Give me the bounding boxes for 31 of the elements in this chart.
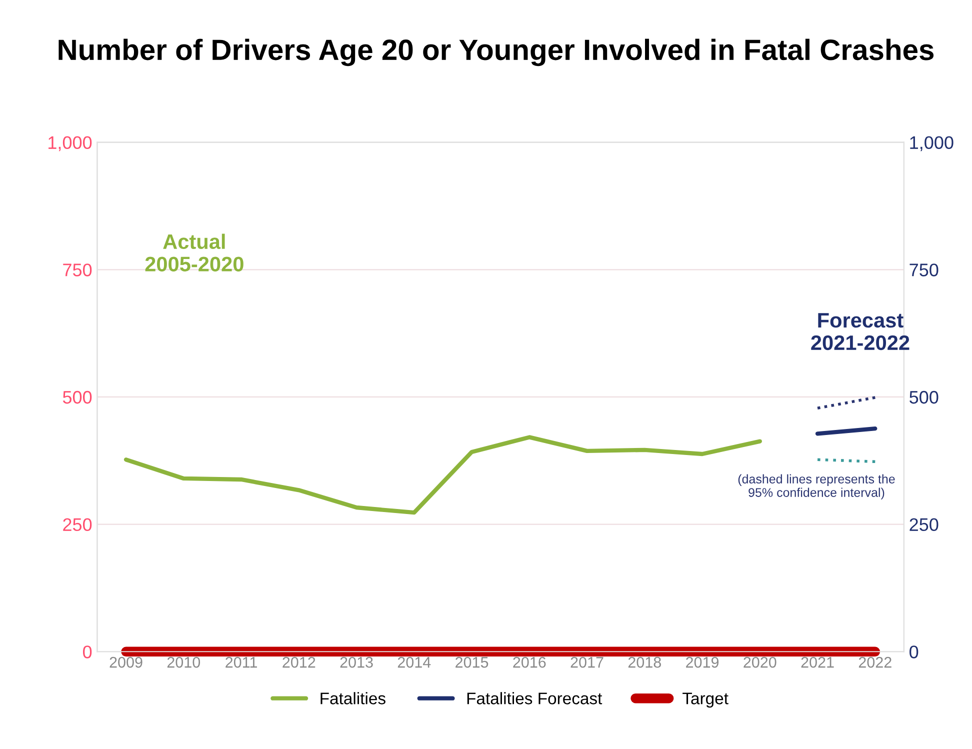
legend-label: Fatalities Forecast — [467, 692, 602, 704]
x-tick-label: 2018 — [628, 656, 661, 668]
x-tick-label: 2019 — [686, 656, 719, 668]
y2-tick-label: 0 — [910, 646, 918, 658]
x-tick-label: 2010 — [167, 656, 200, 668]
x-tick-label: 2009 — [110, 656, 142, 668]
y-tick-label: 500 — [62, 390, 92, 404]
y2-tick-label: 1,000 — [910, 136, 954, 152]
y-tick-label: 0 — [83, 646, 92, 658]
x-tick-label: 2014 — [398, 656, 431, 668]
x-tick-label: 2011 — [226, 656, 257, 668]
y2-tick-label: 750 — [910, 264, 938, 276]
annotation: (dashed lines represents the 95% confidence interval) — [738, 474, 895, 500]
x-tick-label: 2020 — [744, 656, 776, 668]
annotation: Actual 2005-2020 — [145, 234, 244, 272]
y-tick-label: 250 — [63, 518, 92, 532]
y2-tick-label: 250 — [910, 518, 938, 532]
x-tick-label: 2022 — [858, 656, 892, 668]
legend-label: Fatalities — [320, 692, 386, 704]
legend-label: Target — [682, 692, 728, 708]
chart-title: Number of Drivers Age 20 or Younger Involved in Fatal Crashes — [58, 38, 934, 66]
x-tick-label: 2017 — [570, 656, 604, 668]
y-tick-label: 1,000 — [48, 136, 92, 152]
x-tick-label: 2013 — [340, 656, 373, 668]
x-tick-label: 2021 — [801, 656, 834, 668]
y-tick-label: 750 — [63, 264, 92, 276]
y2-tick-label: 500 — [910, 390, 938, 404]
x-tick-label: 2015 — [456, 656, 488, 668]
x-tick-label: 2012 — [282, 656, 316, 668]
x-tick-label: 2016 — [513, 656, 546, 668]
annotation: Forecast 2021-2022 — [811, 313, 910, 350]
